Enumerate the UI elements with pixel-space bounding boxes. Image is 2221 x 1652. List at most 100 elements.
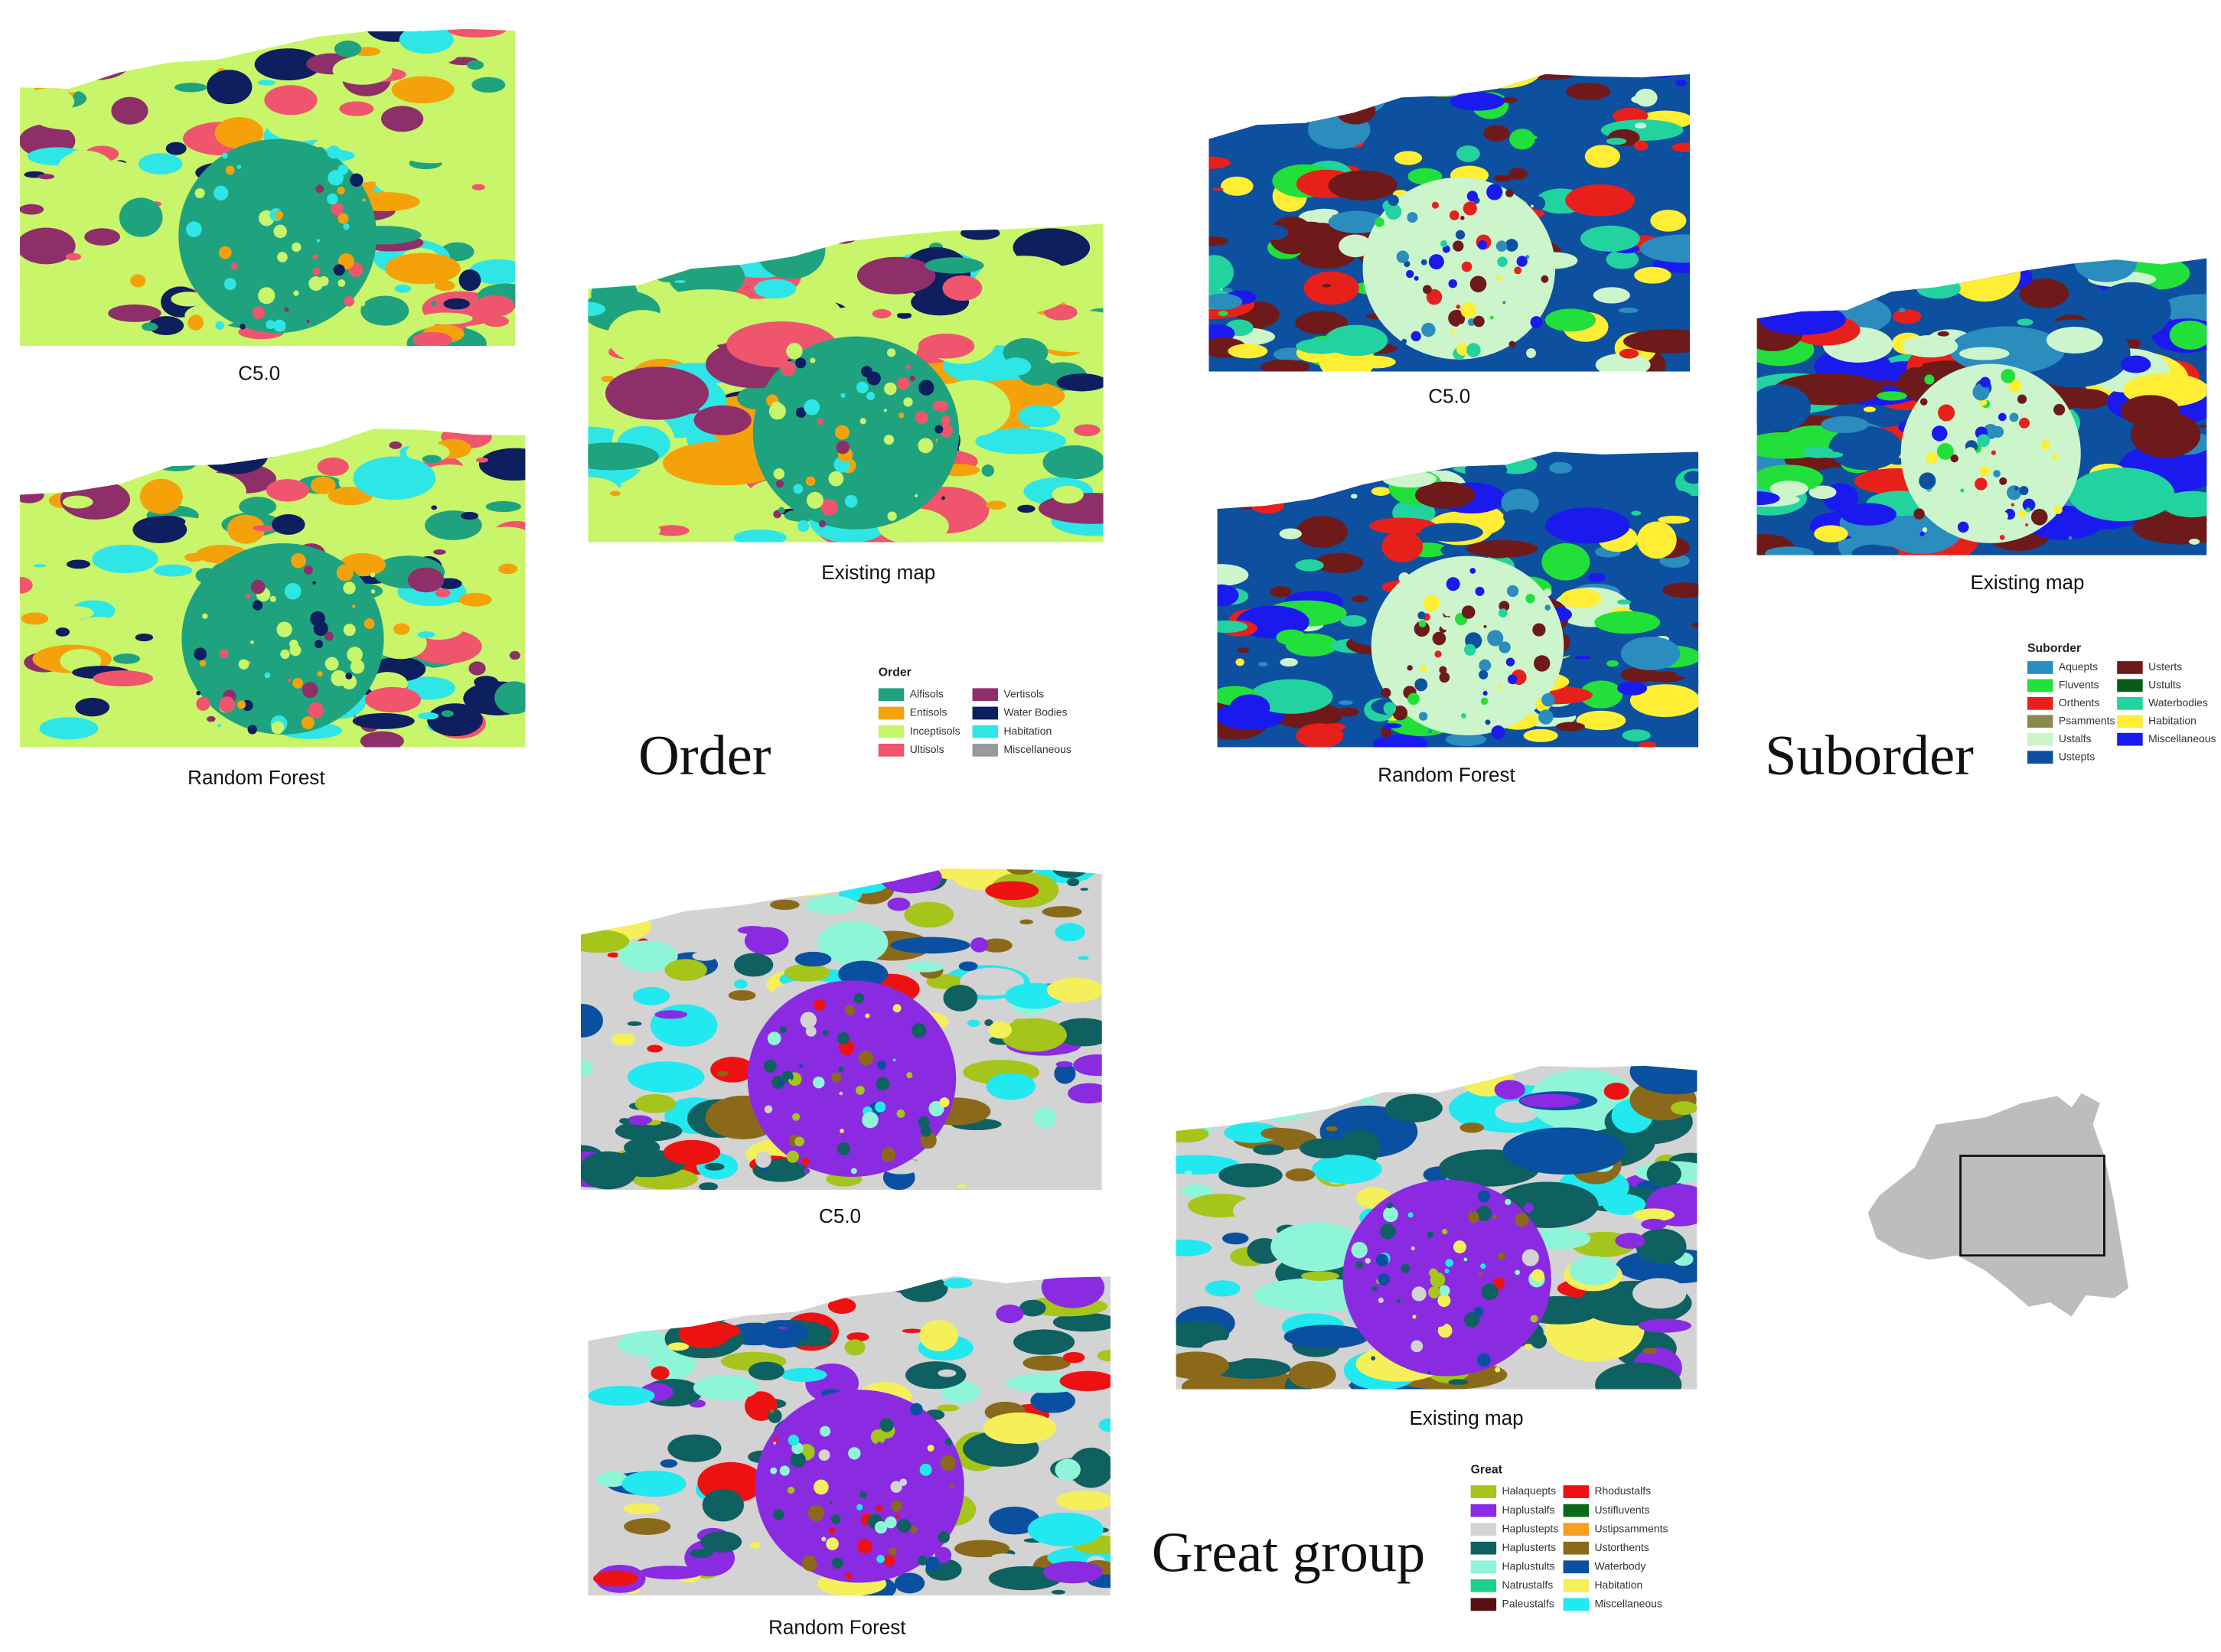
map-patch xyxy=(795,357,807,369)
legend-swatch xyxy=(1470,1579,1497,1592)
map-patch xyxy=(327,145,341,159)
map-patch xyxy=(1756,534,1795,556)
legend-label: Psamments xyxy=(2059,714,2115,726)
legend-swatch xyxy=(878,725,905,738)
map-patch xyxy=(1230,694,1270,721)
map-patch xyxy=(2001,369,2016,383)
panel-title: Suborder xyxy=(1765,725,1974,787)
map-patch xyxy=(1926,451,1939,464)
map-patch xyxy=(1814,525,1848,543)
map-patch xyxy=(259,28,313,44)
map-patch xyxy=(1432,631,1446,646)
map-patch xyxy=(1644,671,1685,683)
map-patch xyxy=(1637,73,1680,78)
map-patch xyxy=(66,559,91,569)
map-patch xyxy=(93,28,148,35)
map-patch xyxy=(925,257,984,274)
map-patch xyxy=(1303,271,1359,305)
map-patch xyxy=(1052,1312,1110,1332)
map-patch xyxy=(155,30,169,34)
map-patch xyxy=(1473,1306,1484,1317)
map-patch xyxy=(818,520,827,528)
map-patch xyxy=(874,1520,888,1534)
map-patch xyxy=(627,1021,642,1026)
map-patch xyxy=(2069,468,2175,522)
map-patch xyxy=(891,1500,902,1512)
map-patch xyxy=(417,631,435,639)
map-patch xyxy=(1176,1351,1229,1380)
map-patch xyxy=(1412,1315,1417,1319)
map-patch xyxy=(632,986,670,1005)
map-patch xyxy=(63,46,130,80)
map-patch xyxy=(2052,453,2058,460)
map-patch xyxy=(857,1539,872,1554)
map-patch xyxy=(1296,516,1348,549)
legend-label: Habitation xyxy=(1594,1579,1642,1591)
map-patch xyxy=(2197,425,2207,428)
map-patch xyxy=(1980,376,1991,388)
map-patch xyxy=(600,871,659,905)
map-patch xyxy=(1756,384,1811,432)
map-patch xyxy=(876,1442,882,1448)
map-patch xyxy=(2030,508,2048,526)
map-patch xyxy=(1210,1358,1291,1379)
map-patch xyxy=(975,428,1067,455)
map-patch xyxy=(894,1572,925,1594)
legend-swatch xyxy=(1563,1504,1590,1517)
map-patch xyxy=(1184,1170,1192,1177)
map-patch xyxy=(580,1059,593,1077)
map-patch xyxy=(1300,1138,1352,1158)
map-patch xyxy=(1499,601,1510,612)
map-patch xyxy=(338,213,349,224)
map-patch xyxy=(836,440,850,455)
map-patch xyxy=(2011,503,2015,507)
map-caption: Existing map xyxy=(1410,1406,1524,1429)
map-patch xyxy=(171,292,207,307)
map-patch xyxy=(921,1039,938,1055)
map-patch xyxy=(1000,357,1032,376)
map-patch xyxy=(1019,919,1034,925)
map-patch xyxy=(1530,1332,1547,1349)
map-patch xyxy=(1187,1067,1230,1082)
map-patch xyxy=(139,478,183,514)
legend-label: Ustults xyxy=(2148,679,2181,691)
map-patch xyxy=(482,315,510,327)
map-patch xyxy=(745,868,778,874)
map-patch xyxy=(1480,1263,1486,1269)
map-patch xyxy=(1504,70,1517,73)
map-patch xyxy=(773,1441,777,1445)
map-patch xyxy=(984,1018,993,1027)
map-patch xyxy=(1505,1198,1512,1206)
map-patch xyxy=(700,1531,742,1553)
map-patch xyxy=(1544,588,1552,597)
map-patch xyxy=(151,40,177,53)
map-patch xyxy=(1481,541,1517,559)
map-patch xyxy=(308,276,324,292)
map-patch xyxy=(2132,510,2207,545)
map-patch xyxy=(1863,406,1877,412)
map-patch xyxy=(967,1019,980,1027)
legend-title: Suborder xyxy=(2027,642,2081,655)
map-patch xyxy=(1497,1252,1505,1260)
map-patch xyxy=(755,1390,964,1583)
map-patch xyxy=(627,1115,653,1126)
map-patch xyxy=(1420,259,1427,266)
map-patch xyxy=(1074,424,1101,437)
map-patch xyxy=(1006,868,1035,875)
map-patch xyxy=(1080,888,1089,891)
map-patch xyxy=(787,1486,795,1494)
map-patch xyxy=(892,1058,896,1062)
map-patch xyxy=(986,500,1006,510)
map-patch xyxy=(1491,725,1505,740)
map-patch xyxy=(199,660,207,666)
map-patch xyxy=(960,226,1000,240)
map-patch xyxy=(1237,647,1250,653)
legend-swatch xyxy=(2027,679,2053,692)
map-patch xyxy=(236,165,242,170)
map-patch xyxy=(237,700,246,709)
map-patch xyxy=(828,1527,836,1535)
map-patch xyxy=(138,153,183,174)
map-patch xyxy=(275,210,284,220)
map-patch xyxy=(820,400,827,406)
map-patch xyxy=(985,881,1039,901)
